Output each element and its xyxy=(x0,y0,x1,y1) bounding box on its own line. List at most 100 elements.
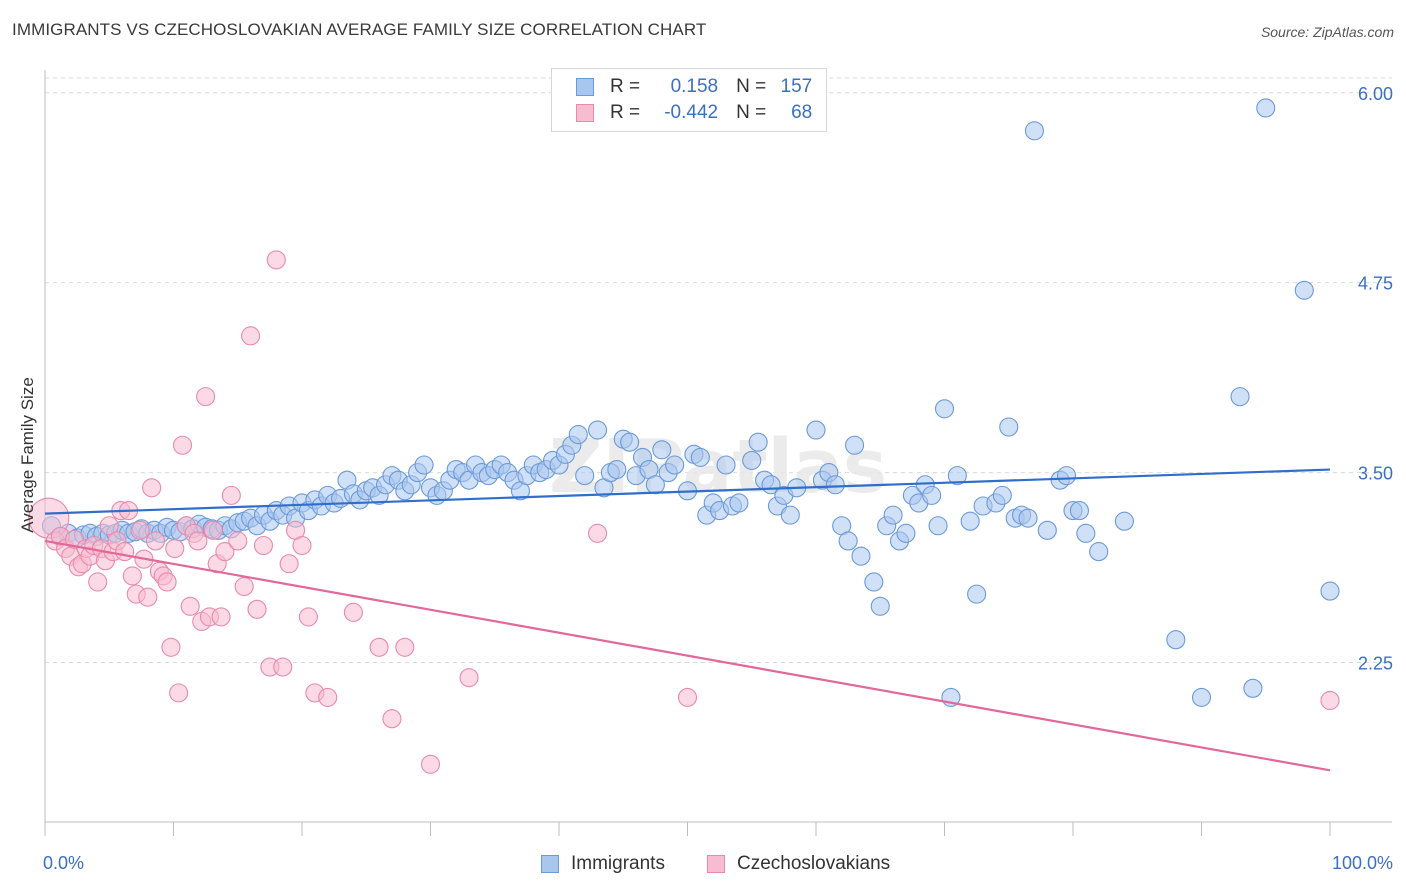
immigrants-point xyxy=(568,425,588,445)
immigrants-point xyxy=(999,417,1019,437)
y-tick-label: 6.00 xyxy=(1358,84,1393,104)
czechoslovakians-point xyxy=(1320,690,1340,711)
legend-swatch-blue xyxy=(576,78,594,96)
immigrants-point xyxy=(1037,520,1057,540)
series-legend-czechoslovakians: Czechoslovakians xyxy=(707,853,890,875)
immigrants-point xyxy=(870,596,890,616)
immigrants-point xyxy=(716,455,736,475)
czechoslovakians-point xyxy=(115,542,135,562)
czechoslovakians-point xyxy=(142,478,162,498)
series-legend-immigrants: Immigrants xyxy=(541,853,665,875)
immigrants-point xyxy=(1069,501,1089,521)
legend-swatch-pink xyxy=(576,104,594,122)
immigrants-point xyxy=(1256,98,1276,118)
legend-r-value: 0.158 xyxy=(670,76,719,97)
czechoslovakians-point xyxy=(165,538,185,559)
immigrants-point xyxy=(587,420,608,440)
legend-n-label: N = xyxy=(736,102,767,123)
czechoslovakians-point xyxy=(180,596,200,616)
czechoslovakians-point xyxy=(247,599,267,619)
czechoslovakians-point xyxy=(221,485,241,505)
immigrants-point xyxy=(1191,687,1212,707)
immigrants-point xyxy=(652,440,672,460)
czechoslovakians-point xyxy=(369,637,389,657)
legend-r-value: -0.442 xyxy=(664,102,719,123)
czechoslovakians-point xyxy=(587,523,608,543)
legend-n-value: 68 xyxy=(791,102,813,123)
immigrants-point xyxy=(1243,678,1263,698)
series-label-czechoslovakians: Czechoslovakians xyxy=(737,853,891,874)
immigrants-point xyxy=(825,475,845,495)
czechoslovakians-point xyxy=(279,554,299,574)
immigrants-point xyxy=(607,459,627,480)
immigrants-trend-line xyxy=(44,468,1331,515)
immigrants-point xyxy=(1024,121,1044,141)
czechoslovakians-point xyxy=(459,668,479,688)
immigrants-point xyxy=(928,516,948,536)
immigrants-point xyxy=(780,505,800,525)
immigrants-point xyxy=(934,399,955,419)
czechoslovakians-point xyxy=(395,637,415,657)
legend-r-label: R = xyxy=(610,76,641,97)
immigrants-point xyxy=(947,466,967,486)
immigrants-point xyxy=(883,505,903,525)
immigrants-point xyxy=(844,435,865,455)
czechoslovakians-point xyxy=(234,576,254,597)
tick-labels: 2.25 3.50 4.75 6.00 0.0% 100.0% xyxy=(43,84,1393,873)
x-tick-label: 0.0% xyxy=(43,853,84,873)
czechoslovakians-point xyxy=(677,687,698,707)
immigrants-point xyxy=(960,511,980,531)
czechoslovakians-point xyxy=(88,572,108,592)
x-tick-label: 100.0% xyxy=(1332,853,1393,873)
immigrants-point xyxy=(575,466,595,486)
series-swatch-pink xyxy=(707,855,725,873)
czechoslovakians-point xyxy=(241,326,261,346)
chart-title: IMMIGRANTS VS CZECHOSLOVAKIAN AVERAGE FA… xyxy=(12,20,707,39)
legend-row-czechoslovakians: R = -0.442 N = 68 xyxy=(576,101,812,125)
czechoslovakians-point xyxy=(196,387,216,407)
series-legend: Immigrants Czechoslovakians xyxy=(0,853,1406,877)
czechoslovakians-point xyxy=(253,535,274,556)
immigrants-point xyxy=(742,450,762,470)
immigrants-point xyxy=(1114,511,1134,531)
immigrants-point xyxy=(1294,280,1314,300)
czechoslovakians-point xyxy=(188,531,208,551)
immigrants-point xyxy=(1230,387,1250,407)
immigrants-point xyxy=(838,531,858,551)
czechoslovakians-point xyxy=(99,516,119,536)
czechoslovakians-point xyxy=(130,520,150,540)
czechoslovakians-point xyxy=(138,587,158,607)
series-swatch-blue xyxy=(541,855,559,873)
legend-r-label: R = xyxy=(610,102,641,123)
axes xyxy=(44,70,1392,836)
immigrants-point xyxy=(1089,542,1109,562)
czechoslovakians-point xyxy=(215,542,235,562)
immigrants-point xyxy=(665,455,685,475)
czechoslovakians-point xyxy=(122,566,142,586)
czechoslovakians-point xyxy=(292,535,312,556)
czechoslovakians-point xyxy=(298,607,318,627)
immigrants-point xyxy=(1320,581,1340,601)
immigrants-point xyxy=(729,493,749,513)
y-tick-label: 3.50 xyxy=(1358,464,1393,484)
immigrants-point xyxy=(864,572,884,592)
legend-row-immigrants: R = 0.158 N = 157 xyxy=(576,75,812,99)
legend-n-label: N = xyxy=(736,76,767,97)
czechoslovakians-point xyxy=(169,683,189,703)
trend-lines xyxy=(44,468,1331,772)
gridlines xyxy=(45,77,1392,663)
immigrants-point xyxy=(414,455,434,475)
y-axis-label: Average Family Size xyxy=(18,377,37,533)
series-label-immigrants: Immigrants xyxy=(571,853,665,874)
immigrants-point xyxy=(992,485,1012,505)
immigrants-point xyxy=(1018,508,1038,528)
data-points xyxy=(28,98,1340,774)
immigrants-point xyxy=(620,432,640,452)
czechoslovakians-point xyxy=(203,520,223,540)
czechoslovakians-point xyxy=(382,709,402,729)
stats-legend: R = 0.158 N = 157 R = -0.442 N = 68 xyxy=(551,68,827,132)
y-tick-label: 2.25 xyxy=(1358,653,1393,673)
czechoslovakians-point xyxy=(228,531,248,551)
immigrants-point xyxy=(806,420,826,440)
